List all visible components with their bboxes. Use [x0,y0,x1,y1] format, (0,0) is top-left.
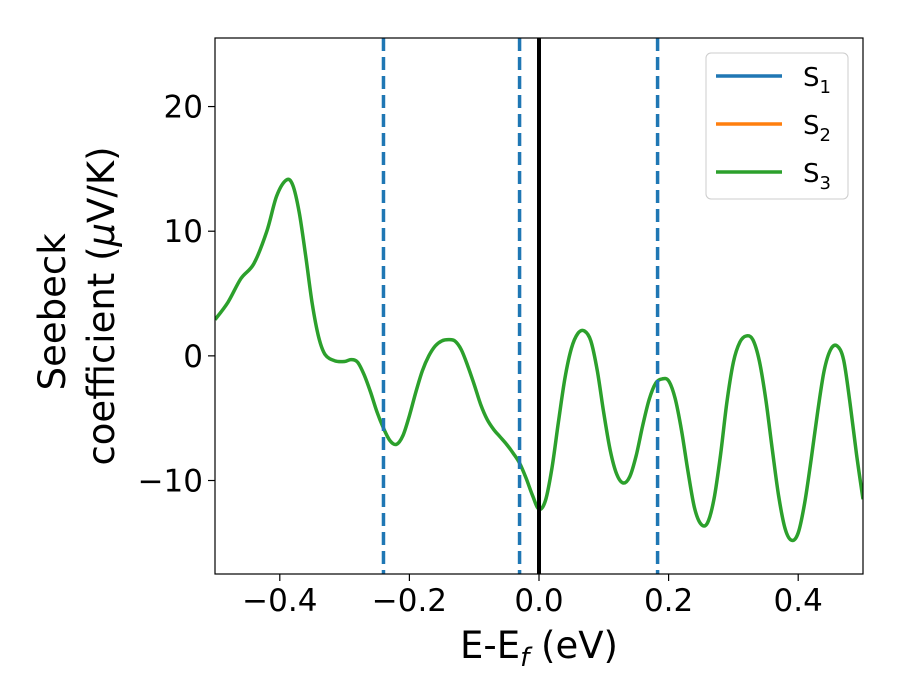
x-tick-label-0: −0.4 [242,583,317,619]
legend-label-name: S [803,63,820,93]
y-axis-label-line1: Seebeck [31,233,74,391]
legend-label-subscript: 1 [820,77,831,98]
y-tick-label-3: 20 [164,90,203,126]
legend-label-s2: S2 [803,111,831,146]
x-tick-label-2: 0.0 [514,583,563,619]
y-axis-label-line2: coefficient (μV/K) [80,146,123,465]
y-axis-label: Seebeck coefficient (μV/K) [31,146,123,465]
x-tick-label-1: −0.2 [372,583,447,619]
y-tick-label-0: −10 [138,464,203,500]
y-tick-label-1: 0 [183,339,203,375]
y-axis-label-line2-pre: coefficient ( [80,246,123,465]
x-axis-label-main: E-E [460,624,520,667]
legend-label-subscript: 3 [820,173,831,194]
y-tick-label-2: 10 [164,214,203,250]
series-s3-line [215,177,863,543]
ticks-layer: −0.4 −0.2 0.0 0.2 0.4 −10 0 10 20 [138,90,823,619]
legend-box [705,52,849,200]
legend-label-subscript: 2 [820,125,831,146]
legend-label-s1: S1 [803,63,831,98]
plot-area [215,38,863,574]
x-axis-label-unit: (eV) [529,624,618,667]
y-axis-label-mu: μ [80,223,123,248]
legend-label-name: S [803,159,820,189]
legend-label-s3: S3 [803,159,831,194]
legend-label-name: S [803,111,820,141]
x-axis-label: E-Ef (eV) [460,624,618,673]
x-tick-label-4: 0.4 [774,583,823,619]
y-axis-label-line2-post: V/K) [80,146,123,222]
x-tick-label-3: 0.2 [644,583,693,619]
